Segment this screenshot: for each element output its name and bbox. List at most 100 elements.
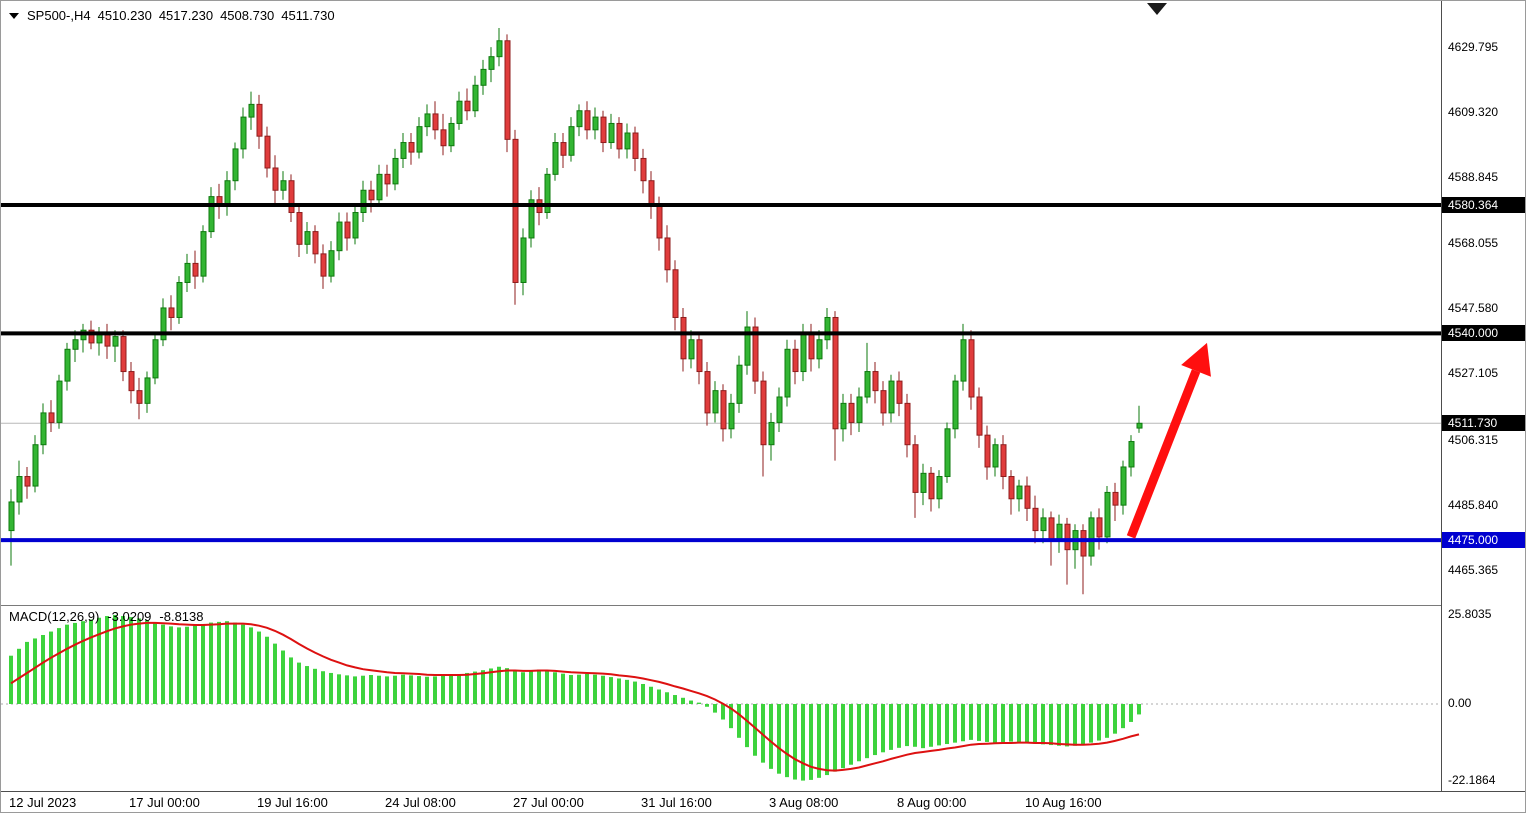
candle-up [40,412,47,446]
price-axis[interactable]: 4629.795 4609.320 4588.845 4568.055 4547.580… [1442,1,1525,791]
candle-up [8,501,15,532]
candle-down [752,326,759,382]
macd-histogram-bar [889,704,893,750]
candle-down [640,157,647,182]
candle-up [528,199,535,239]
time-axis-label: 27 Jul 00:00 [513,795,584,810]
macd-signal-value: -8.8138 [159,609,204,624]
macd-histogram-bar [833,704,837,772]
candle-up [816,339,823,360]
horizontal-level-line[interactable] [1,331,1441,336]
macd-histogram-bar [1065,704,1069,747]
macd-histogram-bar [297,662,301,704]
horizontal-level-line[interactable] [1,202,1441,207]
candle-up [496,40,503,58]
macd-histogram-bar [921,704,925,749]
macd-histogram-bar [553,672,557,704]
candle-up [800,332,807,373]
macd-histogram-bar [193,625,197,704]
macd-histogram-bar [729,704,733,729]
candle-up [64,348,71,382]
candle-up [1104,491,1111,538]
candle-up [456,100,463,124]
price-axis-label: 4547.580 [1448,301,1499,316]
macd-histogram-bar [1081,704,1085,745]
macd-histogram-bar [9,655,13,704]
macd-histogram-bar [753,704,757,756]
candle-down [792,348,799,373]
macd-histogram-bar [665,692,669,704]
macd-histogram-bar [473,671,477,704]
candle-up [32,444,39,487]
macd-histogram-bar [321,671,325,704]
macd-histogram-bar [481,670,485,704]
macd-histogram-bar [1105,704,1109,738]
candle-up [176,281,183,318]
macd-histogram-bar [657,689,661,704]
macd-histogram-bar [353,676,357,704]
candle-down [968,339,975,398]
time-axis-label: 10 Aug 16:00 [1025,795,1102,810]
candle-up [328,250,335,277]
macd-histogram-bar [1049,704,1053,746]
candle-up [424,113,431,128]
macd-histogram-bar [897,704,901,748]
macd-histogram-bar [1089,704,1093,743]
candle-up [280,180,287,191]
macd-histogram-bar [841,704,845,769]
candle-up [840,402,847,430]
macd-histogram-bar [537,669,541,704]
macd-histogram-bar [593,674,597,704]
macd-histogram-bar [377,675,381,704]
macd-histogram-bar [601,675,605,704]
macd-histogram-bar [809,704,813,780]
macd-histogram-bar [65,624,69,704]
candle-down [1080,530,1087,557]
trend-arrow-shaft[interactable] [1126,369,1201,539]
macd-histogram-bar [233,622,237,704]
macd-histogram-bar [1041,704,1045,745]
macd-histogram-bar [937,704,941,746]
candle-down [88,329,95,344]
macd-axis-label: 0.00 [1448,696,1472,710]
trend-arrow-head[interactable] [1181,342,1211,377]
macd-histogram-bar [577,674,581,704]
macd-histogram-bar [225,621,229,704]
candle-down [704,371,711,414]
macd-indicator-canvas[interactable] [1,606,1441,791]
candle-up [920,472,927,493]
candle-up [112,336,119,347]
candle-up [576,110,583,128]
macd-histogram-bar [1033,704,1037,744]
time-axis-label: 31 Jul 16:00 [641,795,712,810]
price-axis-label: 4485.840 [1448,497,1499,512]
macd-histogram-bar [281,650,285,704]
candle-up [152,339,159,379]
candle-up [1128,441,1135,468]
macd-histogram-bar [545,670,549,704]
candle-down [976,396,983,436]
chart-shift-marker-icon[interactable] [1147,3,1167,15]
candle-down [24,476,31,487]
price-chart-canvas[interactable] [1,1,1441,605]
collapse-toggle-icon[interactable] [9,12,19,19]
candle-down [760,380,767,446]
horizontal-level-line[interactable] [1,538,1441,543]
panel-separator[interactable] [1,605,1442,606]
time-axis[interactable]: 12 Jul 2023 17 Jul 00:00 19 Jul 16:00 24 Ju… [1,792,1441,812]
macd-histogram-bar [697,702,701,704]
macd-axis-label: -22.1864 [1448,772,1496,787]
macd-histogram-bar [41,635,45,704]
macd-histogram-bar [393,675,397,704]
candle-down [48,412,55,423]
macd-histogram-bar [953,704,957,743]
candle-down [696,339,703,373]
candle-up [144,377,151,404]
candle-up [184,262,191,283]
candle-up [608,122,615,144]
candle-down [1048,517,1055,541]
candle-up [400,142,407,159]
candle-down [408,142,415,153]
macd-histogram-bar [169,626,173,704]
